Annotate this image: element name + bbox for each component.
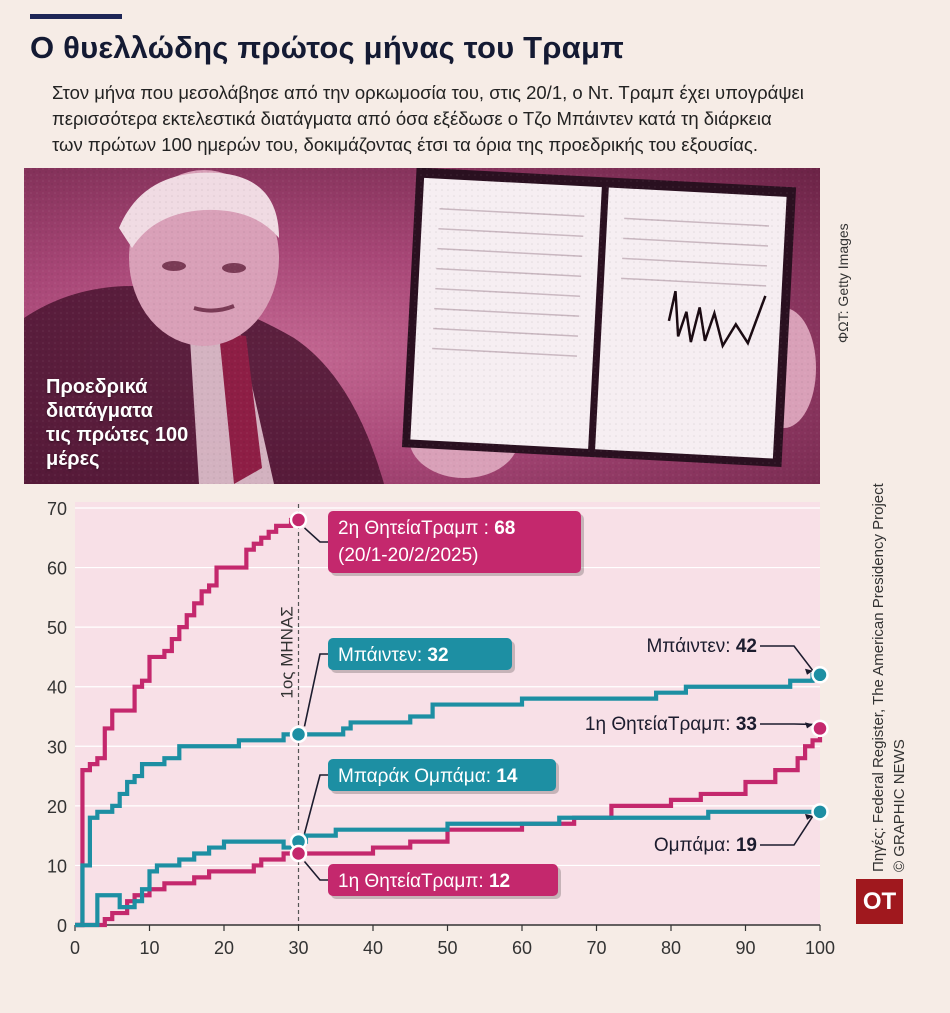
photo-illustration [24, 168, 820, 484]
label-box-trump1_30 [328, 864, 558, 896]
label-text-trump2: 2η ΘητείαΤραμπ : 68 [338, 518, 515, 539]
label-name: Μπάιντεν: [338, 645, 427, 666]
y-tick-label: 40 [47, 678, 67, 698]
label-text-obama30: Μπαράκ Ομπάμα: 14 [338, 766, 518, 787]
end-point-trump1_30 [289, 844, 308, 863]
photo-label-line: Προεδρικά [46, 376, 148, 398]
label-value: 42 [736, 636, 757, 657]
end-point-biden100 [811, 666, 829, 684]
photo-label: Προεδρικά διατάγματα τις πρώτες 100 μέρε… [46, 375, 188, 471]
month-marker-label: 1ος ΜΗΝΑΣ [278, 606, 297, 698]
label-value: 68 [494, 518, 515, 539]
series-line-trump2 [75, 517, 299, 928]
x-tick-label: 50 [437, 938, 457, 958]
label-value: 33 [736, 714, 757, 735]
y-tick-label: 30 [47, 737, 67, 757]
photo-label-line: τις πρώτες 100 [46, 424, 189, 446]
series-layer [75, 517, 823, 928]
executive-orders-chart: 0 10 20 30 40 50 60 70 0 10 20 30 40 50 60 70 80 90 100 1ος… [47, 499, 835, 958]
x-tick-label: 70 [586, 938, 606, 958]
label-text-biden100: Μπάιντεν: 42 [646, 636, 757, 657]
x-tick-label: 90 [735, 938, 755, 958]
series-line-obama [75, 809, 820, 928]
label-text-trump1_30: 1η ΘητείαΤραμπ: 12 [338, 871, 510, 892]
leader-line-trump1_30 [303, 860, 328, 881]
label-name: Μπάιντεν: [646, 636, 735, 657]
label-value: 19 [736, 835, 757, 856]
label-value: 12 [489, 871, 510, 892]
y-tick-label: 50 [47, 618, 67, 638]
end-point-trump1_100 [811, 719, 829, 738]
y-tick-label: 0 [57, 916, 67, 936]
leader-line-obama30 [303, 774, 328, 834]
end-point-trump2 [289, 511, 308, 529]
x-tick-label: 10 [139, 938, 159, 958]
photo-label-line: μέρες [46, 448, 100, 470]
leader-line-biden100 [760, 645, 814, 672]
photo-credit: ΦΩΤ: Getty Images [835, 223, 851, 343]
leader-arrow-trump1_100 [805, 722, 813, 729]
leader-arrow-obama100 [805, 813, 813, 820]
label-box-biden30 [328, 638, 512, 670]
leader-arrow-biden100 [805, 668, 813, 675]
label-value: 32 [427, 645, 448, 666]
leader-line-trump2 [303, 527, 328, 543]
subtitle-line: περισσότερα εκτελεστικά διατάγματα από ό… [52, 108, 772, 129]
annotation-layer: 2η ΘητείαΤραμπ : 68 (20/1-20/2/2025) Μπάιν… [289, 511, 829, 899]
axes: 0 10 20 30 40 50 60 70 0 10 20 30 40 50 60 70 80 90 100 1ος… [47, 499, 835, 958]
subtitle-line: Στον μήνα που μεσολάβησε από την ορκωμοσ… [52, 82, 804, 103]
end-point-biden30 [289, 725, 308, 744]
series-line-biden [75, 672, 820, 928]
label-name: 2η ΘητείαΤραμπ : [338, 518, 494, 539]
header-accent-bar [30, 14, 122, 19]
page-title: Ο θυελλώδης πρώτος μήνας του Τραμπ [30, 30, 625, 65]
label-value: 14 [496, 766, 518, 787]
leader-line-obama100 [760, 815, 814, 846]
ot-logo: OT [856, 879, 903, 924]
y-tick-label: 60 [47, 559, 67, 579]
x-tick-label: 60 [512, 938, 532, 958]
series-line-trump1 [75, 728, 823, 928]
subtitle-line: των πρώτων 100 ημερών του, δοκιμάζοντας … [52, 134, 758, 155]
y-tick-label: 20 [47, 797, 67, 817]
label-text-biden30: Μπάιντεν: 32 [338, 645, 449, 666]
x-tick-label: 100 [805, 938, 835, 958]
photo-label-line: διατάγματα [46, 400, 153, 422]
y-tick-label: 10 [47, 856, 67, 876]
x-tick-label: 20 [214, 938, 234, 958]
label-box-trump2 [328, 511, 581, 573]
label-subtext-trump2: (20/1-20/2/2025) [338, 545, 479, 566]
leader-line-biden30 [303, 653, 328, 727]
x-tick-label: 40 [363, 938, 383, 958]
x-tick-label: 0 [70, 938, 80, 958]
subtitle: Στον μήνα που μεσολάβησε από την ορκωμοσ… [52, 80, 882, 158]
trump-photo [24, 168, 820, 484]
label-name: Ομπάμα: [654, 835, 736, 856]
label-name: Μπαράκ Ομπάμα: [338, 766, 496, 787]
y-tick-label: 70 [47, 499, 67, 519]
label-text-trump1_100: 1η ΘητείαΤραμπ: 33 [585, 714, 757, 735]
x-tick-label: 80 [661, 938, 681, 958]
label-box-obama30 [328, 759, 556, 791]
label-name: 1η ΘητείαΤραμπ: [585, 714, 736, 735]
end-point-obama100 [811, 803, 829, 821]
label-text-obama100: Ομπάμα: 19 [654, 835, 757, 856]
x-tick-label: 30 [288, 938, 308, 958]
label-name: 1η ΘητείαΤραμπ: [338, 871, 489, 892]
